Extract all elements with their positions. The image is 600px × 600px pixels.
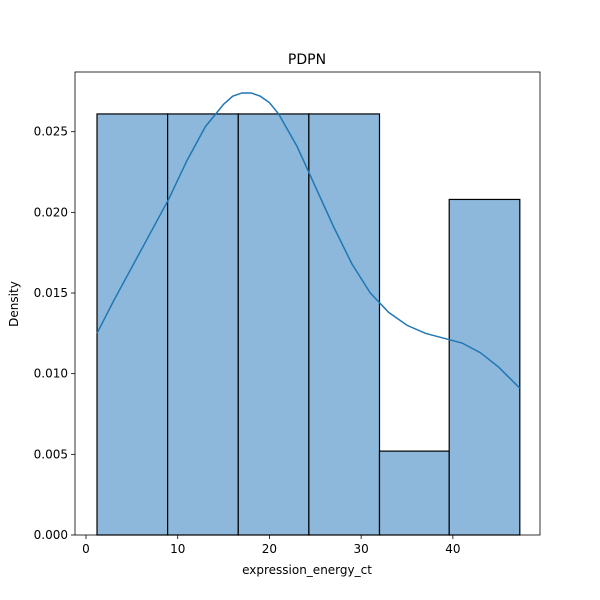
histogram-bar-2 [167, 113, 239, 536]
y-axis-ticks: 0.000 0.005 0.010 0.015 0.020 0.025 [34, 125, 75, 542]
histogram-bars [96, 113, 521, 536]
y-tick-label: 0.025 [34, 125, 68, 139]
plot-frame [74, 71, 541, 536]
x-tick-label: 0 [82, 542, 90, 556]
y-tick-label: 0.000 [34, 528, 68, 542]
x-axis-ticks: 0 10 20 30 40 [82, 535, 461, 556]
chart-title: PDPN [288, 52, 326, 68]
x-tick-label: 30 [354, 542, 369, 556]
y-tick-label: 0.010 [34, 367, 68, 381]
x-tick-label: 20 [262, 542, 277, 556]
y-tick-label: 0.005 [34, 447, 68, 461]
y-tick-label: 0.020 [34, 205, 68, 219]
x-tick-label: 40 [445, 542, 460, 556]
histogram-bar-3 [237, 113, 310, 536]
histogram-bar-1 [96, 113, 169, 536]
histogram-bar-6 [448, 198, 521, 536]
kde-curve [96, 92, 521, 389]
x-tick-label: 10 [170, 542, 185, 556]
histogram-bar-5 [378, 450, 450, 536]
x-axis-label: expression_energy_ct [242, 563, 372, 577]
histogram-bar-4 [308, 113, 381, 536]
y-tick-label: 0.015 [34, 286, 68, 300]
y-axis-label: Density [7, 281, 21, 327]
